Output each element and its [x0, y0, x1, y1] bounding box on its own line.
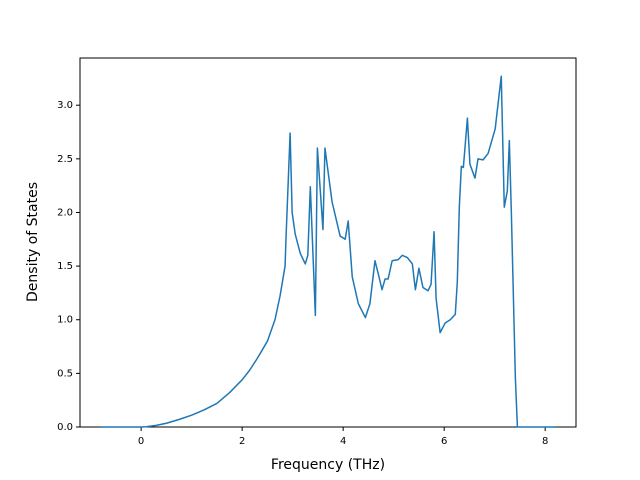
- y-tick-label: 1.5: [57, 261, 73, 272]
- y-axis-label: Density of States: [25, 182, 41, 302]
- data-line: [101, 75, 556, 428]
- y-tick-label: 0.5: [57, 368, 73, 379]
- x-tick-label: 4: [340, 436, 346, 447]
- x-tick-label: 6: [441, 436, 447, 447]
- y-tick-label: 2.0: [57, 207, 73, 218]
- y-tick-label: 2.5: [57, 154, 73, 165]
- y-tick-label: 3.0: [57, 100, 73, 111]
- y-tick-label: 1.0: [57, 315, 73, 326]
- x-tick-label: 0: [138, 436, 144, 447]
- x-tick-label: 2: [239, 436, 245, 447]
- x-tick-label: 8: [542, 436, 548, 447]
- plot-frame: [79, 57, 577, 428]
- x-axis-label: Frequency (THz): [271, 457, 385, 473]
- y-tick-label: 0.0: [57, 422, 73, 433]
